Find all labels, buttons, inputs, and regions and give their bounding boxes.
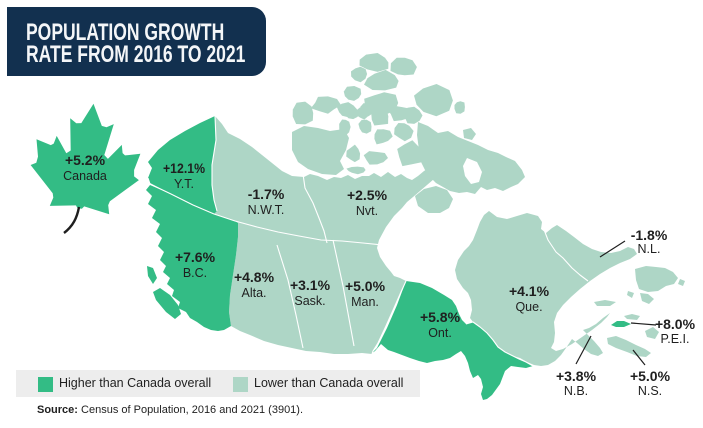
svg-text:+3.1%: +3.1%: [290, 277, 331, 293]
svg-text:+3.8%: +3.8%: [556, 368, 597, 384]
svg-text:+4.8%: +4.8%: [234, 269, 275, 285]
svg-text:Alta.: Alta.: [241, 286, 266, 300]
svg-text:Ont.: Ont.: [428, 326, 452, 340]
svg-text:Nvt.: Nvt.: [356, 204, 378, 218]
svg-text:+5.8%: +5.8%: [420, 309, 461, 325]
svg-text:B.C.: B.C.: [183, 266, 207, 280]
svg-text:+12.1%: +12.1%: [163, 160, 205, 176]
svg-text:+4.1%: +4.1%: [509, 283, 550, 299]
svg-text:P.E.I.: P.E.I.: [661, 332, 690, 346]
svg-text:N.W.T.: N.W.T.: [248, 203, 285, 217]
svg-text:-1.8%: -1.8%: [631, 227, 668, 243]
svg-text:Canada: Canada: [63, 169, 107, 183]
svg-text:+8.0%: +8.0%: [655, 316, 696, 332]
svg-text:+7.6%: +7.6%: [175, 249, 216, 265]
svg-text:N.L.: N.L.: [638, 242, 661, 256]
svg-text:N.B.: N.B.: [564, 384, 588, 398]
svg-text:Y.T.: Y.T.: [174, 177, 194, 191]
svg-text:+2.5%: +2.5%: [347, 187, 388, 203]
svg-text:Man.: Man.: [351, 295, 379, 309]
svg-text:+5.2%: +5.2%: [65, 152, 106, 168]
svg-text:Que.: Que.: [515, 300, 542, 314]
svg-text:-1.7%: -1.7%: [248, 186, 285, 202]
svg-text:N.S.: N.S.: [638, 384, 662, 398]
svg-text:Sask.: Sask.: [294, 294, 325, 308]
svg-text:+5.0%: +5.0%: [345, 278, 386, 294]
svg-text:+5.0%: +5.0%: [630, 368, 671, 384]
